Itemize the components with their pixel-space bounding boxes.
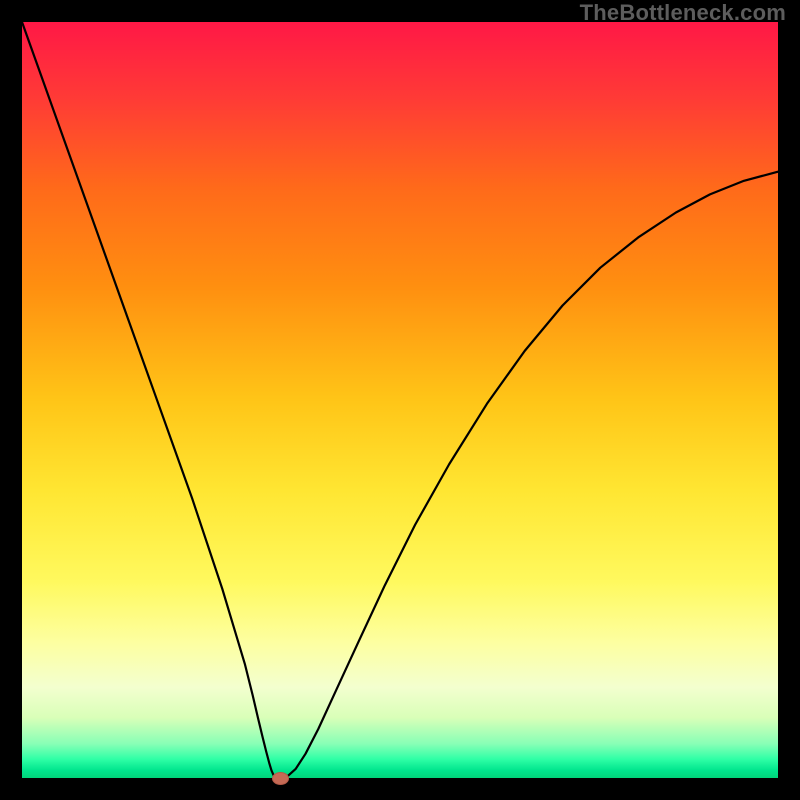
plot-area bbox=[22, 22, 778, 778]
watermark-text: TheBottleneck.com bbox=[580, 0, 786, 26]
minimum-marker bbox=[272, 772, 289, 785]
